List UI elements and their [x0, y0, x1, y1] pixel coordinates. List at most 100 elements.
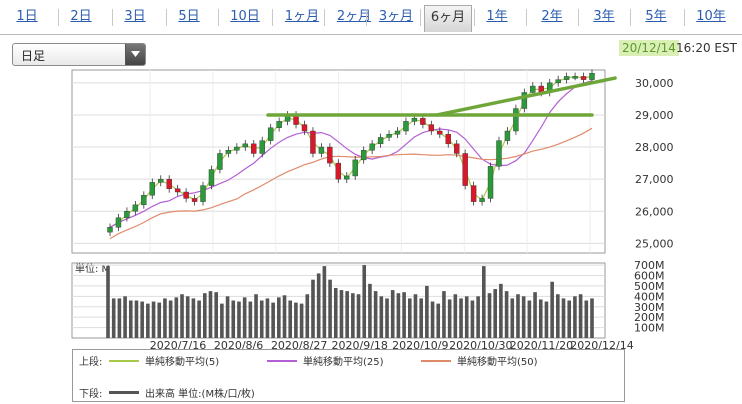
candle-body — [445, 134, 451, 145]
price-tick-label: 28,000 — [635, 141, 674, 154]
tab-separator — [218, 9, 219, 26]
chevron-down-icon[interactable] — [125, 44, 145, 65]
candle-body — [158, 178, 164, 183]
volume-bar — [248, 301, 253, 338]
volume-tick-label: 100M — [634, 322, 665, 335]
candle-body — [183, 191, 189, 199]
volume-bar — [231, 300, 236, 338]
tab-10[interactable]: 1年 — [486, 9, 508, 24]
candle-body — [276, 121, 282, 128]
legend-lower-label: 下段: — [79, 389, 103, 400]
tab-5[interactable]: 10日 — [230, 9, 260, 24]
tab-13[interactable]: 5年 — [645, 9, 667, 24]
volume-unit-label: 単位: M — [75, 262, 110, 275]
candle-body — [437, 130, 443, 135]
candle-body — [327, 146, 333, 164]
volume-tick-label: 200M — [634, 311, 665, 324]
tab-separator — [112, 9, 113, 26]
tab-6[interactable]: 1ヶ月 — [284, 9, 320, 24]
candle-body — [251, 143, 257, 154]
x-tick-label: 2020/7/16 — [150, 339, 206, 352]
volume-bar — [163, 298, 167, 338]
tab-14[interactable]: 10年 — [696, 9, 726, 24]
volume-bar — [567, 300, 572, 338]
volume-bar — [390, 290, 395, 338]
volume-bar — [487, 293, 492, 338]
volume-bar — [197, 300, 201, 338]
volume-bar — [254, 294, 258, 338]
candle-body — [403, 121, 409, 132]
volume-bar — [561, 298, 566, 338]
volume-bar — [123, 296, 127, 338]
last-update-time: 16:20 EST — [676, 41, 737, 55]
candle-body — [563, 76, 570, 80]
candle-body — [513, 108, 519, 132]
volume-bar — [180, 294, 184, 338]
volume-bar — [362, 265, 367, 338]
volume-bar — [550, 281, 554, 338]
volume-bar — [464, 296, 469, 338]
tab-separator — [684, 9, 685, 26]
tab-7[interactable]: 2ヶ月 — [336, 9, 372, 24]
candle-body — [141, 195, 147, 206]
volume-bar — [470, 300, 475, 338]
tab-11[interactable]: 2年 — [541, 9, 563, 24]
tab-separator — [58, 9, 59, 26]
volume-bar — [527, 300, 532, 338]
legend-upper-label: 上段: — [79, 357, 103, 368]
period-tabs: 1日 2日 3日 5日 10日 1ヶ月 2ヶ月 3ヶ月 6ヶ月 1年 2年 3年 5年 10年 — [0, 0, 742, 35]
candle-body — [589, 73, 595, 80]
legend-ma5: 単純移動平均(5) — [145, 357, 220, 368]
volume-bar — [316, 273, 321, 338]
volume-bar — [407, 298, 412, 338]
volume-bar — [288, 300, 293, 338]
candle-body — [428, 124, 435, 132]
x-tick-label: 2020/10/30 — [449, 339, 512, 352]
tab-separator — [366, 9, 367, 26]
volume-tick-label: 700M — [634, 259, 665, 272]
candle-body — [386, 134, 392, 138]
x-tick-label: 2020/12/14 — [570, 339, 633, 352]
volume-bar — [220, 303, 224, 338]
tab-8[interactable]: 3ヶ月 — [378, 9, 414, 24]
volume-bar — [447, 299, 452, 338]
volume-bar — [425, 285, 429, 338]
tab-9[interactable]: 6ヶ月 — [424, 5, 472, 32]
volume-bar — [504, 291, 509, 338]
tab-3[interactable]: 3日 — [124, 9, 146, 24]
candle-body — [132, 204, 139, 212]
period-select[interactable]: 日足 — [12, 43, 146, 66]
tab-1[interactable]: 1日 — [16, 9, 38, 24]
volume-tick-label: 500M — [634, 280, 665, 293]
candle-body — [394, 130, 401, 135]
price-tick-label: 29,000 — [635, 109, 674, 122]
tab-4[interactable]: 5日 — [178, 9, 200, 24]
volume-tick-label: 300M — [634, 301, 665, 314]
volume-bar — [259, 300, 264, 338]
candle-body — [191, 198, 198, 202]
candle-body — [352, 159, 358, 177]
volume-bar — [544, 301, 549, 338]
volume-bar — [453, 294, 458, 338]
volume-bar — [299, 303, 304, 338]
candle-body — [115, 217, 122, 228]
last-update-date: 20/12/14 — [619, 40, 679, 56]
volume-bar — [146, 303, 150, 338]
tab-2[interactable]: 2日 — [70, 9, 92, 24]
volume-bar — [277, 297, 281, 338]
volume-bar — [379, 296, 384, 338]
candle-body — [487, 166, 494, 199]
legend-volume-swatch — [109, 391, 139, 394]
candle-body — [149, 182, 155, 196]
volume-bar — [242, 297, 247, 338]
candle-body — [377, 137, 384, 145]
volume-bar — [345, 291, 349, 338]
volume-bar — [516, 294, 520, 338]
volume-bar — [402, 292, 406, 338]
tab-separator — [324, 9, 325, 26]
volume-bar — [351, 293, 355, 338]
tab-12[interactable]: 3年 — [593, 9, 615, 24]
candle-body — [208, 169, 215, 186]
volume-bar — [282, 295, 287, 338]
